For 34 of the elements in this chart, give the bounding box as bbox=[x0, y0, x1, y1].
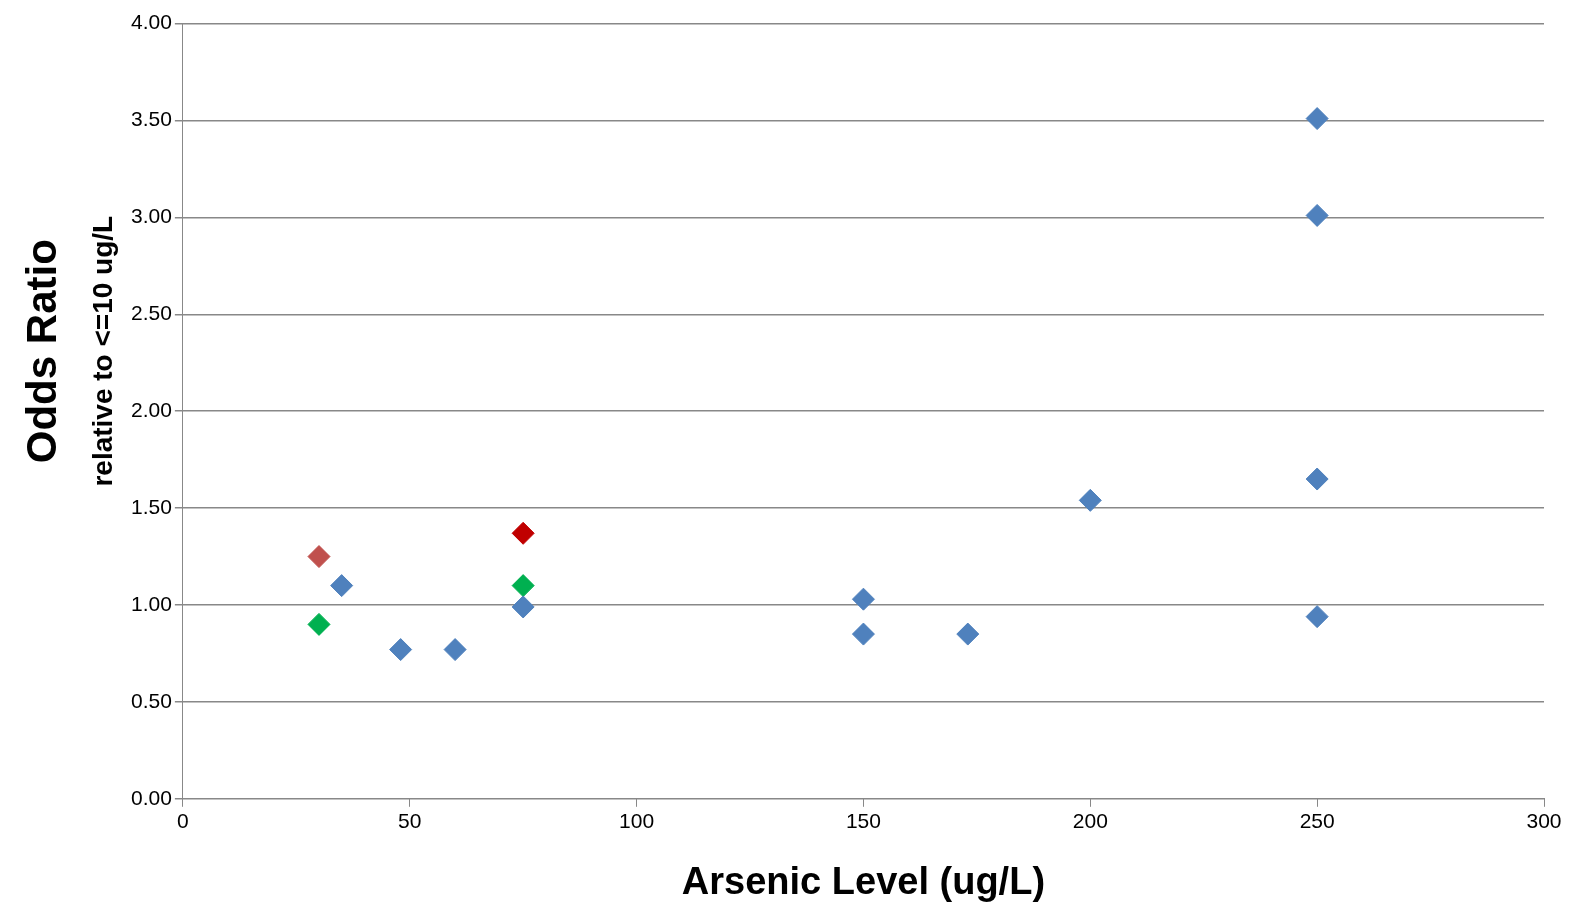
x-tick-label: 100 bbox=[619, 809, 655, 833]
y-tick-label: 1.50 bbox=[131, 494, 172, 518]
y-tick-label: 4.00 bbox=[131, 10, 172, 34]
y-tick-label: 3.00 bbox=[131, 204, 172, 228]
y-tick-label: 2.50 bbox=[131, 301, 172, 325]
point bbox=[307, 612, 331, 636]
x-axis-title: Arsenic Level (ug/L) bbox=[681, 860, 1046, 903]
x-tick-label: 300 bbox=[1526, 809, 1562, 833]
point bbox=[1305, 203, 1329, 227]
point bbox=[1305, 605, 1329, 629]
x-tick-label: 150 bbox=[845, 809, 881, 833]
point bbox=[330, 574, 354, 598]
point bbox=[1078, 488, 1102, 512]
point bbox=[511, 574, 535, 598]
y-tick-label: 3.50 bbox=[131, 107, 172, 131]
y-axis-title: Odds Ratio relative to <=10 ug/L bbox=[17, 215, 118, 487]
x-tick-label: 200 bbox=[1072, 809, 1108, 833]
y-tick-label: 0.50 bbox=[131, 688, 172, 712]
point bbox=[443, 638, 467, 662]
point bbox=[511, 521, 535, 545]
point bbox=[389, 638, 413, 662]
point bbox=[851, 622, 875, 646]
y-tick-label: 2.00 bbox=[131, 398, 172, 421]
point bbox=[511, 595, 535, 619]
point bbox=[851, 587, 875, 611]
point bbox=[1305, 467, 1329, 491]
point bbox=[1305, 107, 1329, 131]
point bbox=[956, 622, 980, 646]
point bbox=[307, 545, 331, 569]
x-tick-label: 250 bbox=[1299, 809, 1335, 833]
x-tick-label: 0 bbox=[177, 809, 189, 833]
y-tick-label: 0.00 bbox=[131, 785, 172, 809]
y-tick-label: 1.00 bbox=[131, 591, 172, 615]
x-tick-label: 50 bbox=[398, 809, 422, 833]
